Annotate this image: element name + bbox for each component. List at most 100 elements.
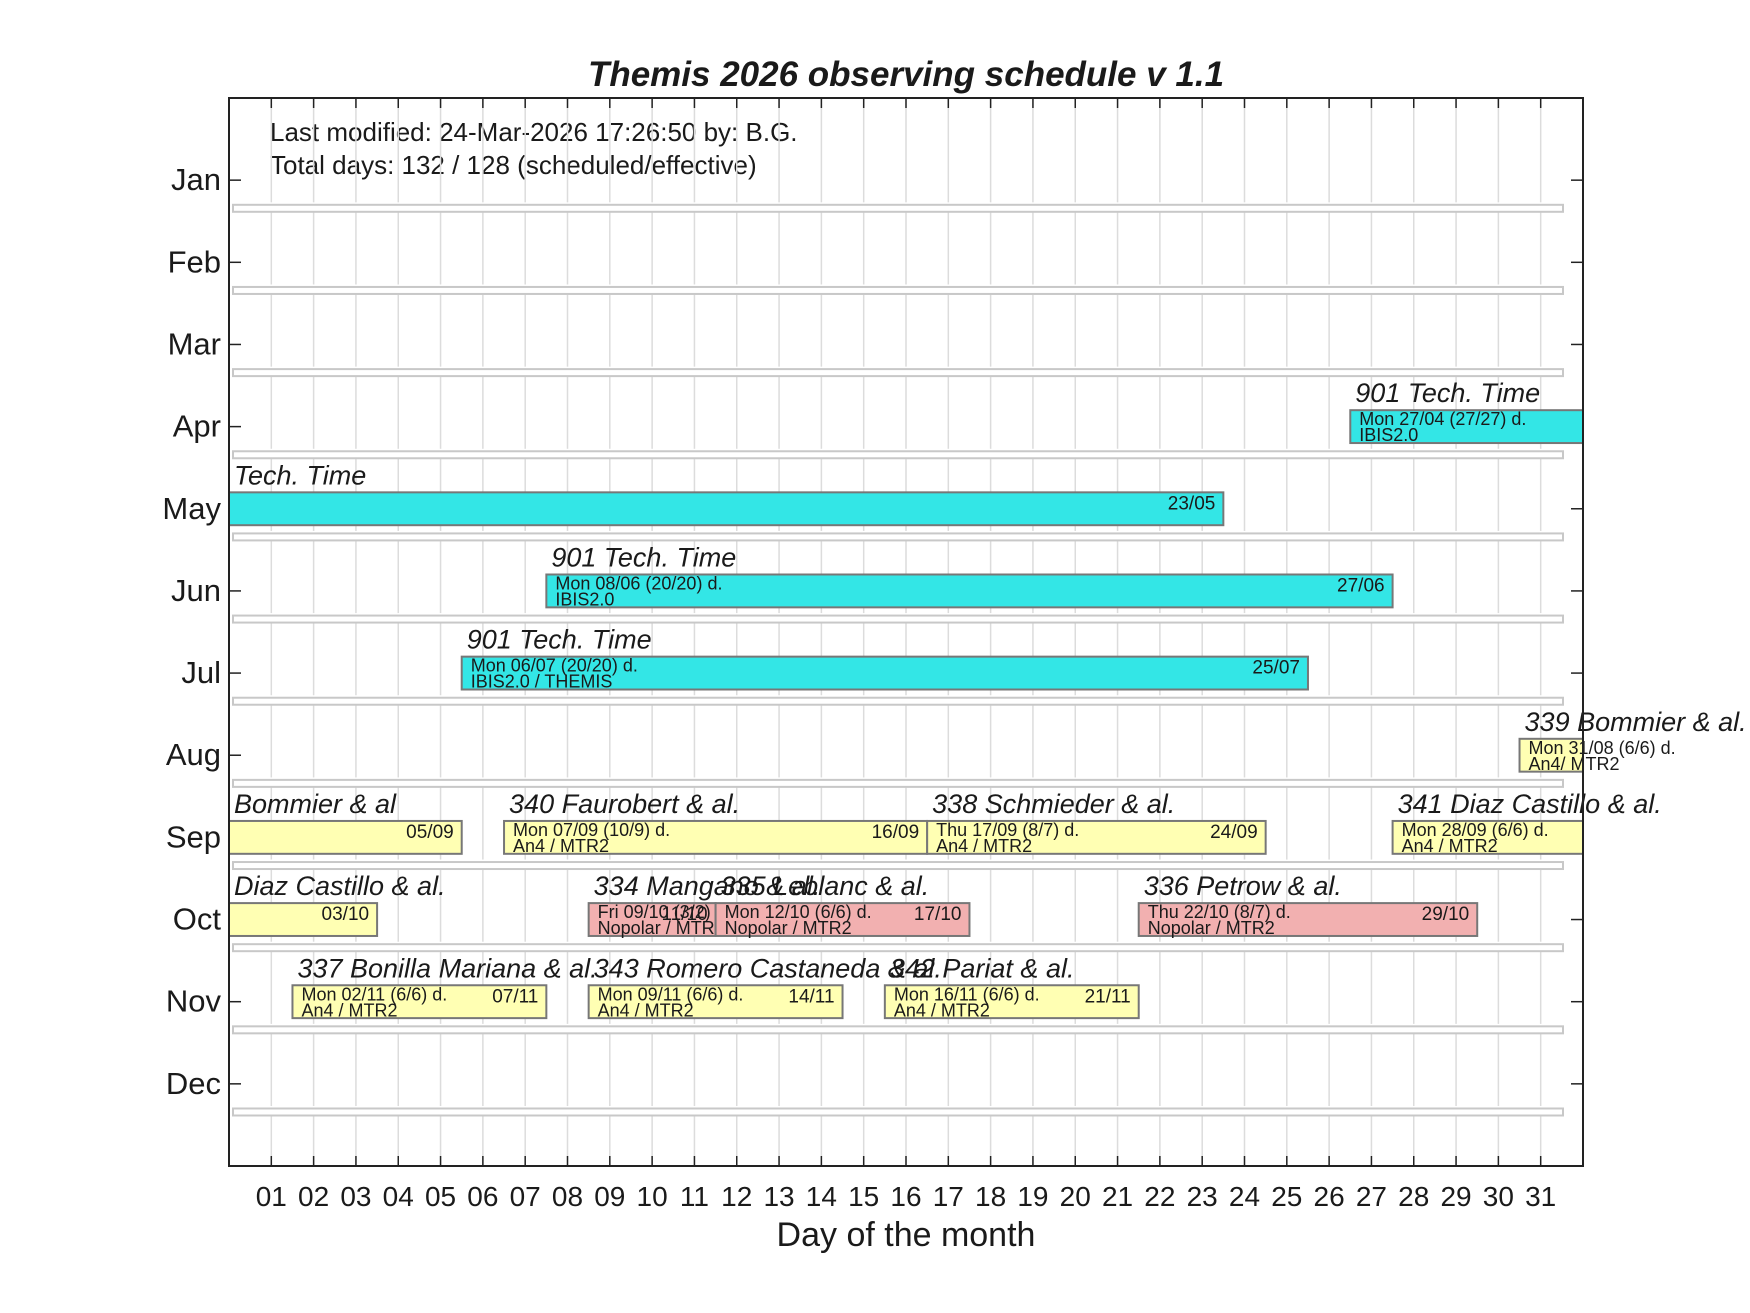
annotation: Last modified: 24-Mar-2026 17:26:50 by: … <box>270 117 798 147</box>
bar-line: IBIS2.0 / THEMIS <box>471 672 613 692</box>
x-tick-label: 19 <box>1017 1181 1048 1212</box>
month-strip <box>232 368 1564 378</box>
bar-line: An4 / MTR2 <box>894 1000 990 1020</box>
x-tick-label: 14 <box>806 1181 837 1212</box>
x-tick-label: 12 <box>721 1181 752 1212</box>
x-tick-label: 30 <box>1483 1181 1514 1212</box>
x-axis-label: Day of the month <box>777 1216 1036 1254</box>
y-tick-label: Mar <box>168 326 221 361</box>
bar-title: Diaz Castillo & al. <box>234 871 446 901</box>
month-strip <box>232 778 1564 788</box>
bar-end-label: 21/11 <box>1085 986 1131 1007</box>
schedule-bar <box>291 984 548 1020</box>
bar-line: An4 / MTR2 <box>513 836 609 856</box>
schedule-bar <box>1137 902 1479 937</box>
bar-line: Mon 28/09 (6/6) d. <box>1402 820 1549 840</box>
x-tick-label: 02 <box>298 1181 329 1212</box>
schedule-bar <box>587 984 844 1020</box>
month-strip <box>232 203 1564 213</box>
y-tick-label: Jul <box>181 655 221 690</box>
month-strip <box>232 614 1564 624</box>
bar-end-label: 25/07 <box>1252 658 1300 679</box>
x-tick-label: 20 <box>1060 1181 1091 1212</box>
y-tick-label: Dec <box>166 1066 221 1101</box>
bar-end-label: 16/09 <box>872 822 920 843</box>
bar-line: Nopolar / MTR2 <box>1148 918 1275 938</box>
y-tick-label: May <box>162 491 221 526</box>
schedule-bar <box>503 819 929 855</box>
month-strip <box>232 696 1564 706</box>
bar-end-label: 14/11 <box>788 986 834 1007</box>
month-strip <box>232 450 1564 460</box>
plot-frame <box>228 97 1584 1167</box>
x-tick-label: 29 <box>1440 1181 1471 1212</box>
bar-line: Mon 16/11 (6/6) d. <box>894 984 1040 1004</box>
x-tick-label: 21 <box>1102 1181 1133 1212</box>
y-tick-label: Oct <box>173 902 222 937</box>
bar-end-label: 24/09 <box>1210 822 1258 843</box>
bar-title: 901 Tech. Time <box>551 542 736 572</box>
y-tick-label: Jan <box>171 162 221 197</box>
x-tick-label: 23 <box>1187 1181 1218 1212</box>
bar-title: 334 Mangano & al. <box>594 871 821 901</box>
schedule-bar <box>587 902 717 937</box>
month-strip <box>232 1025 1564 1035</box>
bar-line: An4/ MTR2 <box>1529 754 1620 774</box>
bar-title: Tech. Time <box>234 460 366 490</box>
x-tick-label: 01 <box>256 1181 287 1212</box>
bar-line: Mon 27/04 (27/27) d. <box>1359 409 1526 429</box>
schedule-bar <box>714 902 971 937</box>
x-tick-label: 18 <box>975 1181 1006 1212</box>
bar-title: 901 Tech. Time <box>1355 378 1540 408</box>
bar-end-label: 03/10 <box>322 904 370 925</box>
bar-title: 336 Petrow & al. <box>1144 871 1342 901</box>
bar-line: Fri 09/10 (3/2) d. <box>598 902 731 922</box>
bar-title: 340 Faurobert & al. <box>509 789 740 819</box>
bar-end-label: 17/10 <box>914 904 962 925</box>
schedule-bar <box>883 984 1140 1020</box>
x-tick-label: 25 <box>1271 1181 1302 1212</box>
bar-line: An4 / MTR2 <box>598 1000 694 1020</box>
bar-line: Mon 06/07 (20/20) d. <box>471 656 638 676</box>
x-tick-label: 06 <box>467 1181 498 1212</box>
bar-title: 335 Leblanc & al. <box>721 871 930 901</box>
bar-line: Nopolar / MTR2 <box>725 918 852 938</box>
x-tick-label: 10 <box>637 1181 668 1212</box>
x-tick-label: 05 <box>425 1181 456 1212</box>
bar-title: 343 Romero Castaneda & al. <box>594 953 942 983</box>
bar-line: Mon 08/06 (20/20) d. <box>555 573 722 593</box>
bar-line: Mon 07/09 (10/9) d. <box>513 820 670 840</box>
x-tick-label: 31 <box>1525 1181 1556 1212</box>
bar-title: 339 Bommier & al. <box>1525 707 1747 737</box>
bar-line: IBIS2.0 <box>1359 425 1418 445</box>
bar-end-label: 27/06 <box>1337 575 1385 596</box>
x-tick-label: 13 <box>763 1181 794 1212</box>
y-tick-label: Apr <box>173 409 221 444</box>
bar-line: Mon 02/11 (6/6) d. <box>301 984 447 1004</box>
x-tick-label: 17 <box>933 1181 964 1212</box>
chart-title: Themis 2026 observing schedule v 1.1 <box>588 55 1224 94</box>
schedule-bar <box>1349 409 1584 445</box>
schedule-bar <box>1518 737 1584 773</box>
x-tick-label: 07 <box>510 1181 541 1212</box>
bar-title: 341 Diaz Castillo & al. <box>1398 789 1662 819</box>
annotation: Total days: 132 / 128 (scheduled/effecti… <box>270 150 757 180</box>
bar-end-label: 11/10 <box>661 904 707 925</box>
bar-title: 338 Schmieder & al. <box>932 789 1175 819</box>
bar-line: Mon 12/10 (6/6) d. <box>725 902 872 922</box>
y-tick-label: Jun <box>171 573 221 608</box>
bar-line: An4 / MTR2 <box>301 1000 397 1020</box>
y-tick-label: Aug <box>166 737 221 772</box>
bar-title: Bommier & al <box>234 789 397 819</box>
bar-title: 342 Pariat & al. <box>890 953 1075 983</box>
schedule-bar <box>926 819 1267 855</box>
schedule-bar <box>460 655 1309 691</box>
bar-line: Nopolar / MTR2 <box>598 918 725 938</box>
x-tick-label: 09 <box>594 1181 625 1212</box>
month-strip <box>232 1107 1564 1117</box>
month-strip <box>232 532 1564 542</box>
bar-line: Thu 22/10 (8/7) d. <box>1148 902 1291 922</box>
bar-title: 337 Bonilla Mariana & al. <box>297 953 597 983</box>
month-strip <box>232 861 1564 871</box>
